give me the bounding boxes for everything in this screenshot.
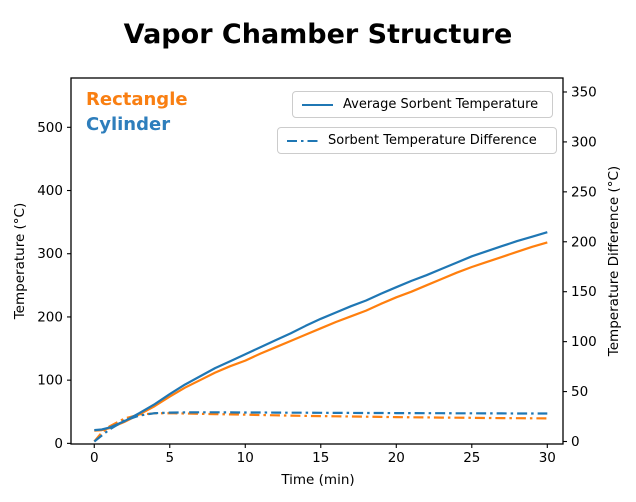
y-left-tick-label: 500 xyxy=(37,120,63,136)
x-tick-label: 0 xyxy=(90,450,99,466)
y-left-tick-label: 400 xyxy=(37,183,63,199)
y-left-tick-label: 300 xyxy=(37,246,63,262)
legend-label-difference: Sorbent Temperature Difference xyxy=(328,133,537,148)
y-left-tick-label: 100 xyxy=(37,373,63,389)
y-right-tick-label: 300 xyxy=(571,134,597,150)
legend-line-dashdot-icon xyxy=(287,139,318,142)
y-right-tick-label: 0 xyxy=(571,434,580,450)
x-tick-label: 30 xyxy=(539,450,556,466)
legend-line-solid-icon xyxy=(302,103,333,106)
annotation-rectangle: Rectangle xyxy=(86,89,188,110)
y-right-tick-label: 50 xyxy=(571,384,588,400)
y-left-tick-label: 200 xyxy=(37,309,63,325)
x-tick-label: 5 xyxy=(165,450,174,466)
legend-sorbent-temperature-difference: Sorbent Temperature Difference xyxy=(277,127,557,154)
x-tick-label: 15 xyxy=(312,450,329,466)
axes-spines xyxy=(70,77,564,445)
annotation-cylinder: Cylinder xyxy=(86,114,171,135)
y-left-tick-label: 0 xyxy=(54,436,63,452)
legend-average-sorbent-temperature: Average Sorbent Temperature xyxy=(292,91,553,118)
series-line xyxy=(93,411,548,443)
x-axis-label: Time (min) xyxy=(281,472,355,488)
chart-title: Vapor Chamber Structure xyxy=(123,19,513,50)
x-tick-label: 10 xyxy=(237,450,254,466)
series-line xyxy=(94,241,548,432)
series-line xyxy=(93,412,548,443)
y-right-tick-label: 350 xyxy=(571,84,597,100)
series-line xyxy=(94,231,548,432)
legend-label-average: Average Sorbent Temperature xyxy=(343,97,539,112)
x-tick-label: 20 xyxy=(388,450,405,466)
y-right-tick-label: 100 xyxy=(571,334,597,350)
y-right-tick-label: 200 xyxy=(571,234,597,250)
y-axis-label-right: Temperature Difference (°C) xyxy=(606,165,622,357)
y-right-tick-label: 150 xyxy=(571,284,597,300)
y-axis-label-left: Temperature (°C) xyxy=(12,202,28,320)
y-right-tick-label: 250 xyxy=(571,184,597,200)
x-tick-label: 25 xyxy=(463,450,480,466)
